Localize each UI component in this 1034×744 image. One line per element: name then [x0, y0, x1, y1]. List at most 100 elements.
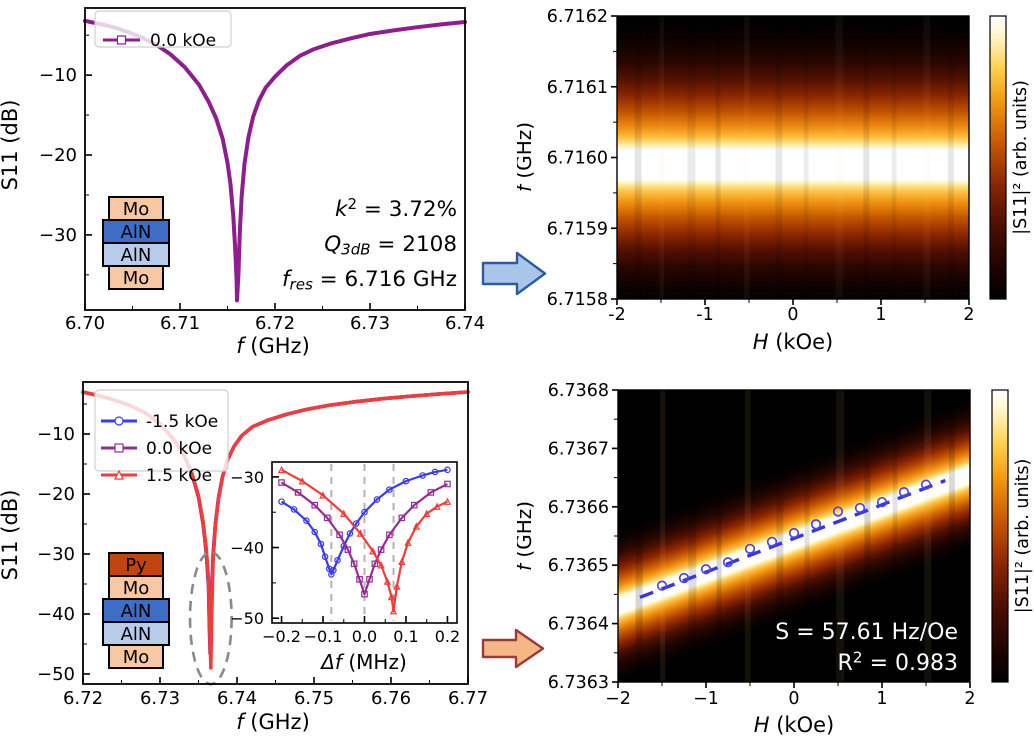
plot-frame — [271, 461, 458, 624]
colorbar-label: |S11|² (arb. units) — [1011, 80, 1031, 235]
x-tick-label: 6.74 — [445, 313, 485, 334]
heatmap-chart: S = 57.61 Hz/Oe R2 = 0.983 −2 −1 0 1 2 6.7363 6.… — [517, 381, 1033, 737]
y-tick-label: −50 — [37, 664, 75, 685]
series-group — [83, 18, 467, 303]
stack-layer-label: Mo — [123, 268, 150, 289]
heatmap-image — [618, 390, 970, 682]
inset-series-1.5 kOe — [277, 465, 452, 615]
x-tick-label: 1 — [876, 689, 887, 709]
x-axis-label: f (GHz) — [236, 710, 310, 734]
x-tick-label: 6.76 — [371, 688, 411, 709]
colorbar-gradient — [991, 389, 1009, 683]
legend: 0.0 kOe — [94, 10, 232, 51]
inset-zoom-plot: −0.2 −0.1 0.0 0.1 0.2 −30 −40 −50 Δf (MHz) — [230, 461, 460, 674]
y-tick-label: −20 — [37, 484, 75, 505]
x-tick-label: −2 — [605, 689, 631, 709]
x-tick-label: 6.72 — [255, 313, 295, 334]
y-tick-label: −40 — [37, 604, 75, 625]
annotation-line-2: fres = 6.716 GHz — [282, 267, 457, 293]
y-tick-label: 6.7161 — [547, 78, 608, 98]
x-tick-label: 1 — [875, 305, 886, 325]
x-tick-label: 6.73 — [140, 688, 180, 709]
y-tick-label: −30 — [39, 225, 77, 246]
sensitivity-annotation: S = 57.61 Hz/Oe — [775, 620, 958, 645]
x-axis-label: f (GHz) — [236, 334, 310, 358]
legend-item-label: 0.0 kOe — [146, 439, 212, 459]
axes: 6.70 6.71 6.72 6.73 6.74 −10 −20 −30 — [39, 34, 485, 334]
x-tick-label: 6.74 — [217, 688, 257, 709]
plot-frame — [82, 381, 469, 685]
panel-heatmap-field-sweep-6716: -2 -1 0 1 2 6.7158 6.7159 6.7160 6.7161 6.7162 H (… — [517, 7, 1031, 354]
x-tick-label: 6.72 — [63, 688, 103, 709]
legend-item-label: 1.5 kOe — [146, 466, 212, 486]
fit-line — [639, 478, 946, 599]
series-0.0 kOe — [83, 18, 467, 303]
x-tick-label: 2 — [963, 305, 974, 325]
x-tick-label: −1 — [693, 689, 719, 709]
heatmap-chart: -2 -1 0 1 2 6.7158 6.7159 6.7160 6.7161 6.7162 H (… — [517, 7, 1031, 354]
y-tick-label: −30 — [37, 544, 75, 565]
x-tick-label: -2 — [608, 305, 625, 325]
annotation-line-1: Q3dB = 2108 — [324, 232, 457, 258]
y-tick-label: −20 — [39, 145, 77, 166]
colorbar-gradient — [989, 15, 1007, 300]
annotation-line-0: k2 = 3.72% — [335, 195, 457, 222]
x-tick-label: 0 — [788, 689, 799, 709]
y-tick-label: −40 — [230, 539, 264, 558]
fit-data-points — [656, 479, 932, 591]
x-tick-label: 6.70 — [65, 313, 105, 334]
legend-item-0.0 kOe: 0.0 kOe — [103, 31, 216, 51]
x-tick-label: 6.73 — [350, 313, 390, 334]
stack-layer-label: Mo — [123, 578, 150, 599]
stack-layer-label: AlN — [121, 624, 152, 645]
y-axis-label: f (GHz) — [517, 501, 536, 571]
colorbar: |S11|² (arb. units) — [989, 15, 1031, 300]
inset-x-axis-label: Δf (MHz) — [319, 650, 407, 674]
y-tick-label: 6.7364 — [548, 615, 609, 635]
axes: -2 -1 0 1 2 6.7158 6.7159 6.7160 6.7161 6.7162 — [547, 7, 975, 325]
y-tick-label: −30 — [230, 468, 264, 487]
y-axis-label: S11 (dB) — [0, 490, 22, 581]
y-axis-label: f (GHz) — [517, 122, 536, 192]
y-tick-label: 6.7366 — [548, 498, 609, 518]
x-tick-label: 2 — [964, 689, 975, 709]
linear-fit-overlay: S = 57.61 Hz/Oe R2 = 0.983 — [639, 478, 959, 676]
legend-item-label: -1.5 kOe — [146, 412, 218, 432]
x-tick-label: 6.77 — [448, 688, 488, 709]
stack-layer-label: Mo — [123, 647, 150, 668]
axes: −2 −1 0 1 2 6.7363 6.7364 6.7365 6.7366 6.7367 6.7… — [548, 381, 976, 709]
plot-frame — [84, 7, 466, 311]
x-axis-label: H (kOe) — [753, 330, 833, 354]
x-tick-label: 0.2 — [435, 627, 460, 646]
y-tick-label: −10 — [37, 424, 75, 445]
legend-box — [94, 389, 229, 472]
legend-item-label: 0.0 kOe — [150, 31, 216, 51]
x-axis-label: H (kOe) — [754, 713, 834, 737]
x-tick-label: -1 — [696, 305, 713, 325]
y-tick-label: −10 — [39, 65, 77, 86]
inset-series-0.0 kOe — [278, 479, 451, 598]
x-tick-label: 0.1 — [393, 627, 418, 646]
stack-layer-mo-3 — [108, 265, 164, 290]
stack-layer-label: AlN — [121, 222, 152, 243]
y-tick-label: 6.7363 — [548, 673, 609, 693]
y-tick-label: 6.7158 — [547, 290, 608, 310]
plot-frame — [617, 389, 971, 683]
plot-frame — [616, 15, 970, 300]
r-squared-annotation: R2 = 0.983 — [838, 649, 959, 676]
stack-layer-label: AlN — [121, 601, 152, 622]
axes: −0.2 −0.1 0.0 0.1 0.2 −30 −40 −50 — [230, 468, 460, 646]
y-tick-label: 6.7160 — [547, 149, 608, 169]
x-tick-label: 0 — [787, 305, 798, 325]
legend-item-1.5 kOe: 1.5 kOe — [101, 466, 212, 486]
axes: 6.72 6.73 6.74 6.75 6.76 6.77 −10 −20 −30 −40 −50 — [37, 403, 488, 709]
heatmap-image — [617, 16, 969, 299]
y-tick-label: 6.7365 — [548, 556, 609, 576]
legend-item--1.5 kOe: -1.5 kOe — [101, 412, 218, 432]
y-tick-label: 6.7367 — [548, 439, 609, 459]
x-tick-label: −0.2 — [262, 627, 301, 646]
x-tick-label: 6.75 — [294, 688, 334, 709]
